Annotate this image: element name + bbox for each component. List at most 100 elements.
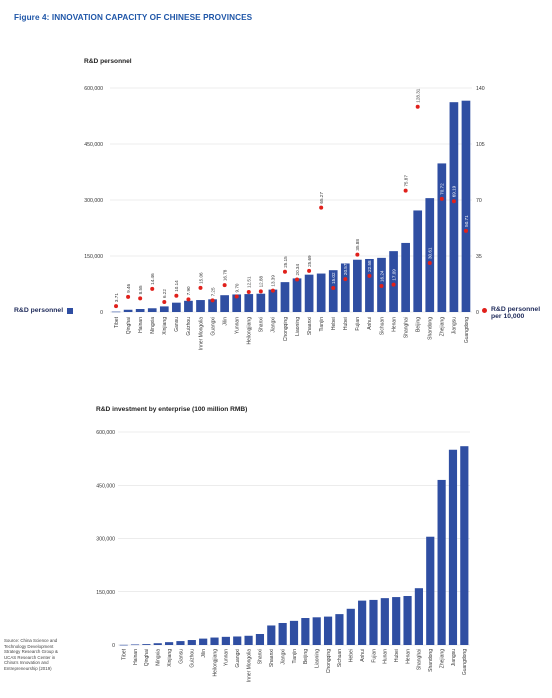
chart1-x-tick-label: Zhejiang [440,317,446,336]
chart1-y2-tick-label: 105 [476,142,485,148]
legend-dots-label: R&D personnel per 10,000 [491,306,540,320]
chart1-dot [331,285,336,290]
chart1-dot [427,261,432,266]
chart1-data-label: 20.57 [343,263,348,275]
chart1-data-label: 16.24 [379,270,384,282]
chart1-x-tick-label: Jiangxi [271,317,277,333]
chart2-bar [369,599,378,645]
chart1-dot [258,289,263,294]
chart1-dot [222,283,227,288]
chart1-data-label: 22.58 [367,260,372,272]
chart2-bar [153,643,162,645]
chart1-data-label: 50.71 [464,215,469,227]
chart1-dot [114,304,119,309]
chart1-x-tick-label: Shaanxi [307,317,313,335]
chart2-x-tick-label: Shanghai [417,649,423,670]
chart1-dot [319,205,324,210]
chart2-bar [187,640,196,645]
chart1-x-tick-label: Gansu [174,317,180,332]
legend-dots-label-line1: R&D personnel [491,306,541,313]
chart1-data-label: 8.55 [138,285,143,294]
chart1-dot [379,284,384,289]
chart2-bar [165,642,174,645]
chart2-x-tick-label: Shandong [428,649,434,672]
chart1-x-tick-label: Shanghai [403,317,409,338]
chart1-y2-tick-label: 140 [476,86,485,92]
chart2-y-tick-label: 0 [112,643,115,649]
chart2-x-tick-label: Shaanxi [269,649,275,667]
chart2-bar [460,446,469,645]
chart1-dot [391,282,396,287]
chart1-x-tick-label: Shandong [428,317,434,340]
chart1-bar [135,309,145,312]
chart2-x-tick-label: Hainan [133,649,139,665]
chart2-y-tick-label: 150,000 [96,590,115,596]
chart1-x-tick-label: Ningxia [150,317,156,334]
chart1-bar [328,270,338,312]
chart1-bar [401,242,410,312]
chart1-y2-tick-label: 70 [476,198,482,204]
chart1-x-tick-label: Guangxi [210,317,216,336]
chart1-dot [210,298,215,303]
chart1-dot [150,286,155,291]
chart1-bar [353,259,362,312]
chart2-x-tick-label: Sichuan [337,649,343,667]
chart1-data-label: 65.27 [319,192,324,204]
chart2-bar [448,449,458,645]
chart1-bar [425,198,435,312]
chart1-bar [172,302,181,312]
chart1-dot [138,296,143,301]
chart1-dot [162,300,167,305]
chart1-bar [196,300,205,312]
chart1-bar [437,163,447,312]
chart2-bar [380,598,389,645]
chart2-x-tick-label: Shanxi [258,649,264,664]
chart1-dot [174,293,179,298]
chart1-x-tick-label: Sichuan [379,317,385,335]
chart1-bar [123,309,133,312]
chart1-data-label: 3.71 [114,293,119,302]
chart2-x-tick-label: Xinjiang [167,649,173,667]
chart2-bar [335,614,344,645]
chart1-dot [282,269,287,274]
chart2-bar [358,600,367,645]
chart1-x-tick-label: Heilongjiang [247,317,253,345]
chart1-x-tick-label: Tianjin [319,317,325,332]
chart1-data-label: 10.14 [174,280,179,292]
chart2-x-tick-label: Chongqing [326,649,332,673]
chart1-x-tick-label: Yunnan [235,317,241,334]
legend-dots: R&D personnel per 10,000 [482,306,540,320]
chart2-x-tick-label: Jiangsu [451,649,457,666]
chart1-x-tick-label: Hainan [138,317,144,333]
chart1-x-tick-label: Chongqing [283,317,289,341]
chart1-x-tick-label: Jilin [222,317,228,326]
chart1-bar [111,311,121,313]
chart2-bar [255,633,265,645]
chart1-x-tick-label: Beijing [416,317,422,332]
chart1-data-label: 6.22 [162,289,167,298]
chart2-bar [323,616,333,645]
chart1-x-tick-label: Hubei [343,317,349,330]
chart1-bar [413,210,423,312]
chart1-data-label: 9.46 [126,283,131,292]
chart2-bar [346,608,355,645]
chart2-x-tick-label: Beijing [303,649,309,664]
chart1-dot [307,268,312,273]
chart1-y2-tick-label: 0 [476,310,479,316]
chart1-bar [159,306,169,312]
chart1-data-label: 75.87 [403,175,408,187]
chart1-x-tick-label: Liaoning [295,317,301,336]
chart2-x-tick-label: Tianjin [292,649,298,664]
chart1-dot [355,252,360,257]
chart1-data-label: 12.51 [247,276,252,288]
chart1-x-tick-label: Tibet [114,316,120,328]
chart1-y-tick-label: 150,000 [84,254,103,260]
source-note: Source: China Science and Technology Dev… [4,638,58,671]
chart1-x-tick-label: Guangdong [464,317,470,343]
chart1-data-label: 17.09 [391,269,396,281]
chart2-x-tick-label: Henan [405,649,411,664]
chart1-data-label: 25.69 [307,255,312,267]
chart2-title: R&D investment by enterprise (100 millio… [96,406,248,413]
chart1-data-label: 16.78 [222,269,227,281]
chart1-dot [403,188,408,193]
